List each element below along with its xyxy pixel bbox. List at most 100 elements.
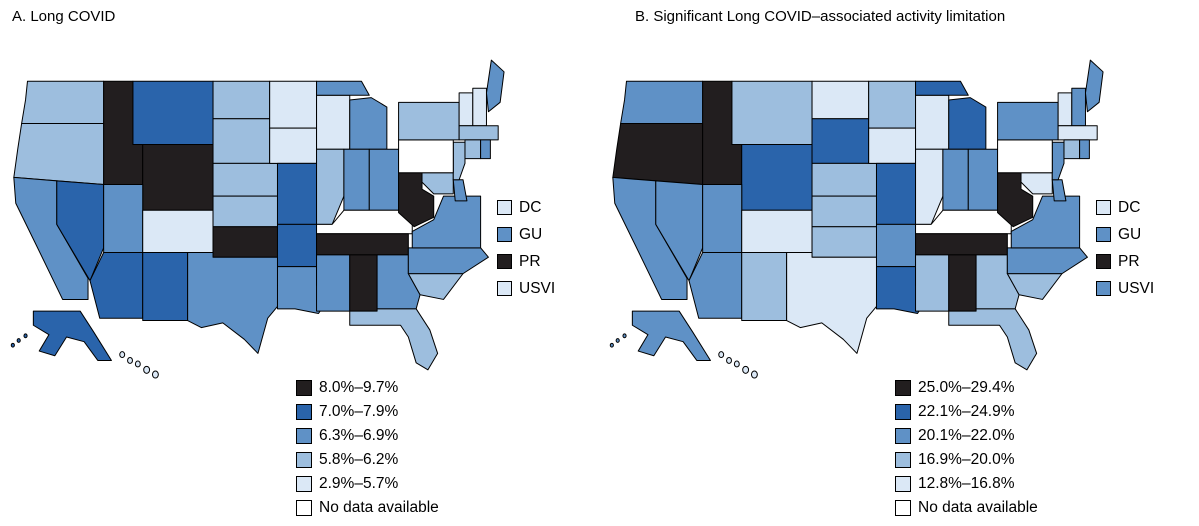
territory-swatch-dc [497, 200, 512, 215]
map-state-wa [621, 81, 703, 123]
map-state-ak-island [623, 334, 626, 338]
legend-row-bin2: 16.9%–20.0% [895, 448, 1038, 472]
map-state-wa [22, 81, 104, 123]
map-state-ne [812, 163, 876, 196]
map-state-ak-island [24, 334, 27, 338]
map-state-il [916, 149, 943, 224]
map-state-co [143, 210, 213, 252]
map-state-nc [408, 248, 488, 274]
panel-a-title: A. Long COVID [12, 8, 116, 25]
legend-swatch-bin5 [296, 380, 312, 396]
map-state-de [1052, 180, 1066, 201]
legend-label-bin1: 2.9%–5.7% [319, 475, 399, 492]
map-state-pa [399, 140, 454, 173]
legend-swatch-bin1 [895, 476, 911, 492]
map-state-mi [350, 98, 387, 150]
legend-label-bin1: 12.8%–16.8% [918, 475, 1015, 492]
legend-swatch-bin3 [296, 428, 312, 444]
map-state-hi-island [751, 371, 757, 378]
map-state-co [742, 210, 812, 252]
map-state-ct [1064, 140, 1080, 159]
legend-label-bin3: 6.3%–6.9% [319, 427, 399, 444]
map-state-ri [1080, 140, 1090, 159]
legend-swatch-nodata [895, 500, 911, 516]
territory-label-gu: GU [1118, 225, 1142, 243]
territory-row-dc: DC [497, 194, 555, 221]
legend-swatch-nodata [296, 500, 312, 516]
map-state-in [344, 149, 369, 210]
map-state-de [453, 180, 467, 201]
map-state-me [486, 60, 504, 112]
territory-label-pr: PR [519, 252, 541, 270]
territory-row-pr: PR [497, 248, 555, 275]
territory-swatch-pr [1096, 254, 1111, 269]
territory-row-dc: DC [1096, 194, 1154, 221]
map-state-tx [787, 253, 877, 354]
legend-label-bin4: 22.1%–24.9% [918, 403, 1015, 420]
legend-swatch-bin4 [895, 404, 911, 420]
map-state-va [412, 196, 480, 248]
territory-row-usvi: USVI [1096, 275, 1154, 302]
map-state-oh [968, 149, 997, 210]
legend-label-bin4: 7.0%–7.9% [319, 403, 399, 420]
territory-swatch-gu [497, 227, 512, 242]
territory-label-gu: GU [519, 225, 543, 243]
map-state-nj [1052, 142, 1064, 180]
map-state-hi-island [719, 352, 724, 358]
legend-label-bin3: 20.1%–22.0% [918, 427, 1015, 444]
legend-label-bin2: 5.8%–6.2% [319, 451, 399, 468]
map-state-ct [465, 140, 481, 159]
map-state-ks [812, 196, 876, 227]
panel-a-us-map [6, 46, 506, 398]
panel-a-territory-legend: DC GU PR USVI [497, 194, 555, 302]
legend-swatch-bin3 [895, 428, 911, 444]
map-state-or [14, 123, 104, 184]
territory-row-usvi: USVI [497, 275, 555, 302]
territory-row-gu: GU [497, 221, 555, 248]
legend-row-bin1: 12.8%–16.8% [895, 472, 1038, 496]
map-state-ri [481, 140, 491, 159]
map-state-nc [1007, 248, 1087, 274]
map-state-al [350, 255, 377, 311]
panel-a-category-legend: 8.0%–9.7% 7.0%–7.9% 6.3%–6.9% 5.8%–6.2% … [296, 376, 439, 520]
map-state-ma [459, 126, 498, 140]
map-state-ar [876, 224, 915, 266]
map-state-wy [742, 145, 812, 211]
map-state-nd [812, 81, 869, 119]
legend-swatch-bin2 [895, 452, 911, 468]
map-state-ak-island [616, 339, 619, 343]
map-state-ok [812, 227, 876, 258]
panel-b-territory-legend: DC GU PR USVI [1096, 194, 1154, 302]
map-state-wy [143, 145, 213, 211]
map-state-ny [998, 102, 1059, 140]
map-state-nm [742, 253, 787, 321]
map-state-nv [656, 181, 703, 281]
map-state-pa [998, 140, 1053, 173]
legend-row-bin2: 5.8%–6.2% [296, 448, 439, 472]
map-state-sd [812, 119, 869, 164]
territory-swatch-dc [1096, 200, 1111, 215]
map-state-ut [703, 184, 742, 252]
map-state-oh [369, 149, 398, 210]
map-state-ut [104, 184, 143, 252]
map-state-ak-island [17, 339, 20, 343]
map-state-hi-island [144, 366, 150, 373]
map-state-hi-island [120, 352, 125, 358]
legend-row-nodata: No data available [296, 496, 439, 520]
panel-b: B. Significant Long COVID–associated act… [599, 0, 1198, 526]
panel-b-title: B. Significant Long COVID–associated act… [635, 8, 1006, 25]
map-state-ia [869, 128, 916, 163]
map-state-md [1021, 173, 1052, 194]
territory-label-usvi: USVI [1118, 279, 1155, 297]
map-state-ar [277, 224, 316, 266]
map-state-il [317, 149, 344, 224]
territory-row-pr: PR [1096, 248, 1154, 275]
territory-swatch-usvi [1096, 281, 1111, 296]
territory-label-dc: DC [1118, 198, 1141, 216]
map-state-ms [317, 255, 350, 311]
map-state-hi-island [152, 371, 158, 378]
legend-row-bin4: 7.0%–7.9% [296, 400, 439, 424]
map-state-mn [270, 81, 317, 128]
territory-label-pr: PR [1118, 252, 1140, 270]
map-state-or [613, 123, 703, 184]
